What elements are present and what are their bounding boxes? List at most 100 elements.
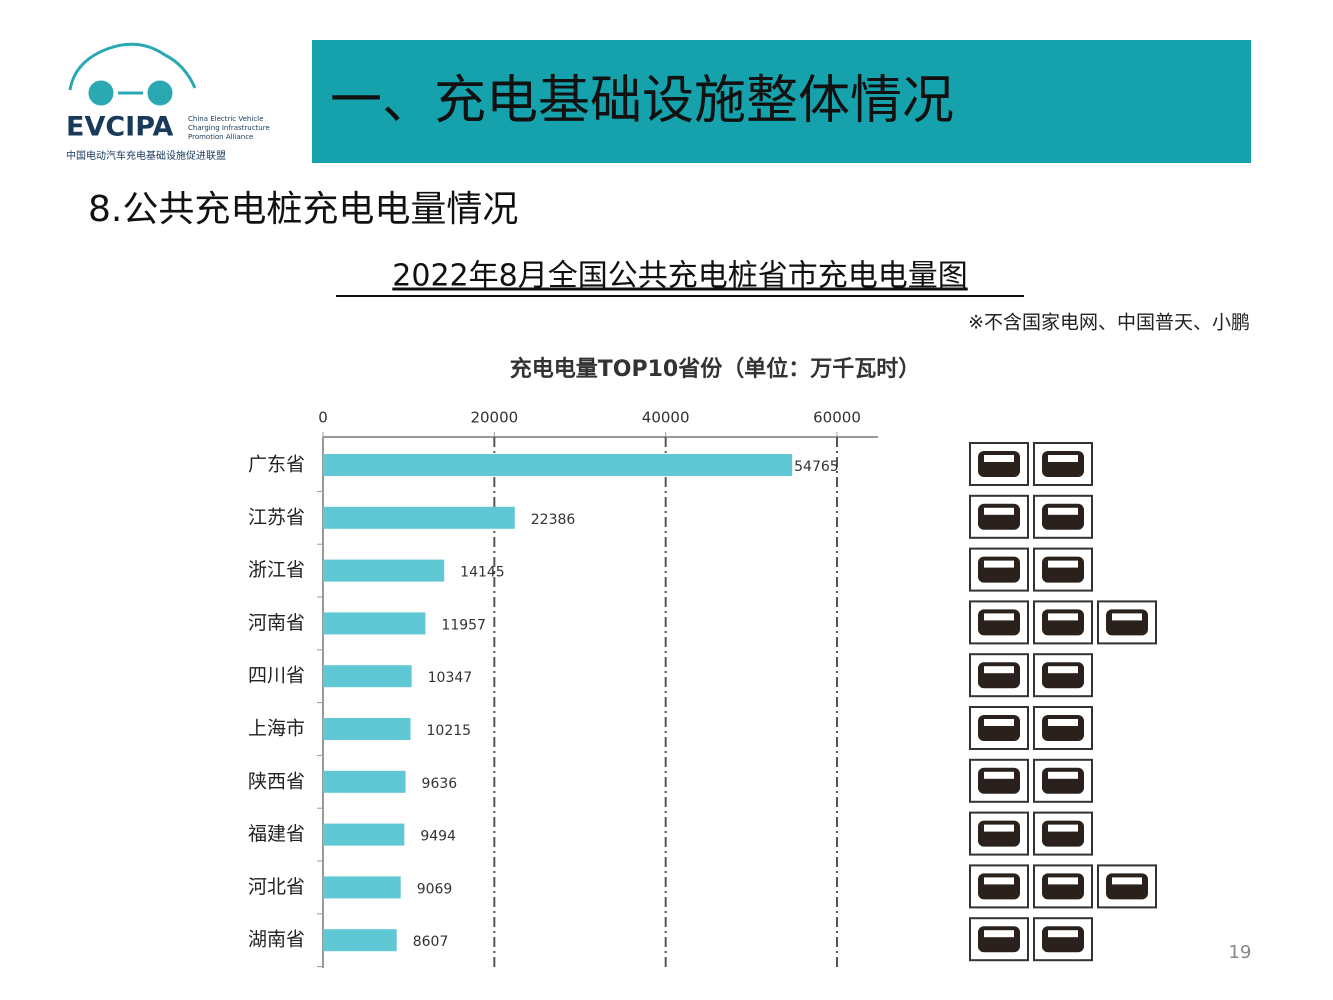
icon-body bbox=[1042, 503, 1084, 530]
icon-window bbox=[1048, 507, 1078, 515]
value-label: 11957 bbox=[441, 617, 486, 633]
icon-window bbox=[1112, 877, 1142, 885]
value-label: 8607 bbox=[413, 934, 449, 950]
value-label: 22386 bbox=[531, 512, 576, 528]
value-label: 9069 bbox=[417, 881, 453, 897]
figure-note: ※不含国家电网、中国普天、小鹏 bbox=[968, 312, 1250, 334]
vehicle-icon bbox=[969, 706, 1029, 750]
value-label: 14145 bbox=[460, 565, 505, 581]
chart-title: 充电电量TOP10省份（单位：万千瓦时） bbox=[510, 356, 920, 382]
vehicle-icon bbox=[1033, 547, 1093, 592]
header-title: 一、充电基础设施整体情况 bbox=[330, 71, 954, 131]
vehicle-icon bbox=[1033, 653, 1093, 698]
icon-window bbox=[1048, 666, 1078, 674]
icon-body bbox=[1042, 873, 1084, 900]
vehicle-icon bbox=[969, 653, 1029, 698]
icon-body bbox=[978, 715, 1020, 741]
icon-window bbox=[1048, 613, 1078, 621]
icon-window bbox=[1048, 877, 1078, 885]
bar bbox=[323, 718, 411, 740]
vehicle-icon bbox=[1033, 811, 1093, 856]
bar bbox=[323, 665, 412, 688]
icon-window bbox=[984, 666, 1014, 674]
icon-body bbox=[1042, 715, 1084, 741]
icon-body bbox=[978, 609, 1020, 636]
bar bbox=[323, 876, 401, 899]
icon-body bbox=[978, 556, 1020, 583]
bar bbox=[323, 454, 793, 476]
bar bbox=[323, 506, 515, 529]
icon-window bbox=[984, 771, 1014, 779]
vehicle-icon bbox=[969, 600, 1029, 645]
icon-window bbox=[984, 507, 1014, 515]
vehicle-icon bbox=[969, 494, 1029, 539]
y-tick-label: 河南省 bbox=[248, 612, 305, 634]
section-title: 8.公共充电桩充电电量情况 bbox=[88, 189, 518, 230]
value-label: 54765 bbox=[794, 459, 839, 475]
logo bbox=[68, 42, 197, 106]
value-label: 9636 bbox=[422, 776, 458, 792]
bar bbox=[323, 823, 405, 846]
icon-window bbox=[1112, 613, 1142, 621]
icon-window bbox=[984, 613, 1014, 621]
y-tick-label: 陕西省 bbox=[248, 770, 305, 792]
icon-body bbox=[978, 662, 1020, 689]
bar bbox=[323, 559, 445, 582]
bar bbox=[323, 929, 397, 952]
logo-english: Charging Infrastructure bbox=[188, 124, 270, 132]
y-tick-label: 四川省 bbox=[248, 665, 305, 687]
vehicle-icon bbox=[1033, 758, 1093, 803]
icon-body bbox=[978, 503, 1020, 530]
icon-window bbox=[984, 877, 1014, 885]
vehicle-icon bbox=[1033, 917, 1093, 962]
logo-english: China Electric Vehicle bbox=[188, 115, 263, 123]
y-tick-label: 广东省 bbox=[248, 454, 305, 476]
page-number: 19 bbox=[1229, 942, 1252, 963]
y-tick-label: 江苏省 bbox=[248, 506, 305, 528]
icon-body bbox=[1042, 609, 1084, 636]
icon-window bbox=[984, 455, 1014, 462]
icon-body bbox=[1042, 556, 1084, 583]
icon-body bbox=[1106, 609, 1148, 636]
x-tick-label: 0 bbox=[318, 409, 328, 427]
logo-name: EVCIPA bbox=[66, 112, 174, 143]
vehicle-icon bbox=[969, 547, 1029, 592]
icon-window bbox=[984, 719, 1014, 726]
icon-body bbox=[978, 451, 1020, 477]
y-tick-label: 福建省 bbox=[248, 823, 305, 845]
icon-window bbox=[1048, 560, 1078, 568]
value-label: 9494 bbox=[420, 829, 456, 845]
icon-body bbox=[978, 926, 1020, 953]
icon-body bbox=[1042, 662, 1084, 689]
icon-body bbox=[978, 873, 1020, 900]
bar bbox=[323, 770, 406, 793]
icon-body bbox=[1106, 873, 1148, 900]
icon-window bbox=[984, 930, 1014, 938]
icon-window bbox=[1048, 771, 1078, 779]
y-tick-label: 上海市 bbox=[248, 718, 305, 740]
icon-window bbox=[1048, 930, 1078, 938]
vehicle-icon bbox=[969, 811, 1029, 856]
logo-english: Promotion Alliance bbox=[188, 133, 253, 141]
vehicle-icon bbox=[1033, 494, 1093, 539]
logo-chinese: 中国电动汽车充电基础设施促进联盟 bbox=[66, 149, 226, 162]
vehicle-icon bbox=[1097, 600, 1157, 645]
header-banner bbox=[312, 40, 1251, 163]
y-tick-label: 河北省 bbox=[248, 876, 305, 898]
icon-body bbox=[978, 767, 1020, 794]
vehicle-icon bbox=[1033, 442, 1093, 486]
icon-window bbox=[984, 560, 1014, 568]
y-tick-label: 浙江省 bbox=[248, 559, 305, 581]
figure-title: 2022年8月全国公共充电桩省市充电电量图 bbox=[392, 259, 967, 294]
vehicle-icon bbox=[1097, 864, 1157, 909]
x-tick-label: 20000 bbox=[470, 409, 518, 427]
icon-body bbox=[1042, 451, 1084, 477]
icon-body bbox=[1042, 820, 1084, 847]
icon-body bbox=[1042, 926, 1084, 953]
x-tick-label: 60000 bbox=[813, 409, 861, 427]
value-label: 10215 bbox=[427, 723, 472, 739]
x-tick-label: 40000 bbox=[642, 409, 690, 427]
bar bbox=[323, 612, 426, 635]
